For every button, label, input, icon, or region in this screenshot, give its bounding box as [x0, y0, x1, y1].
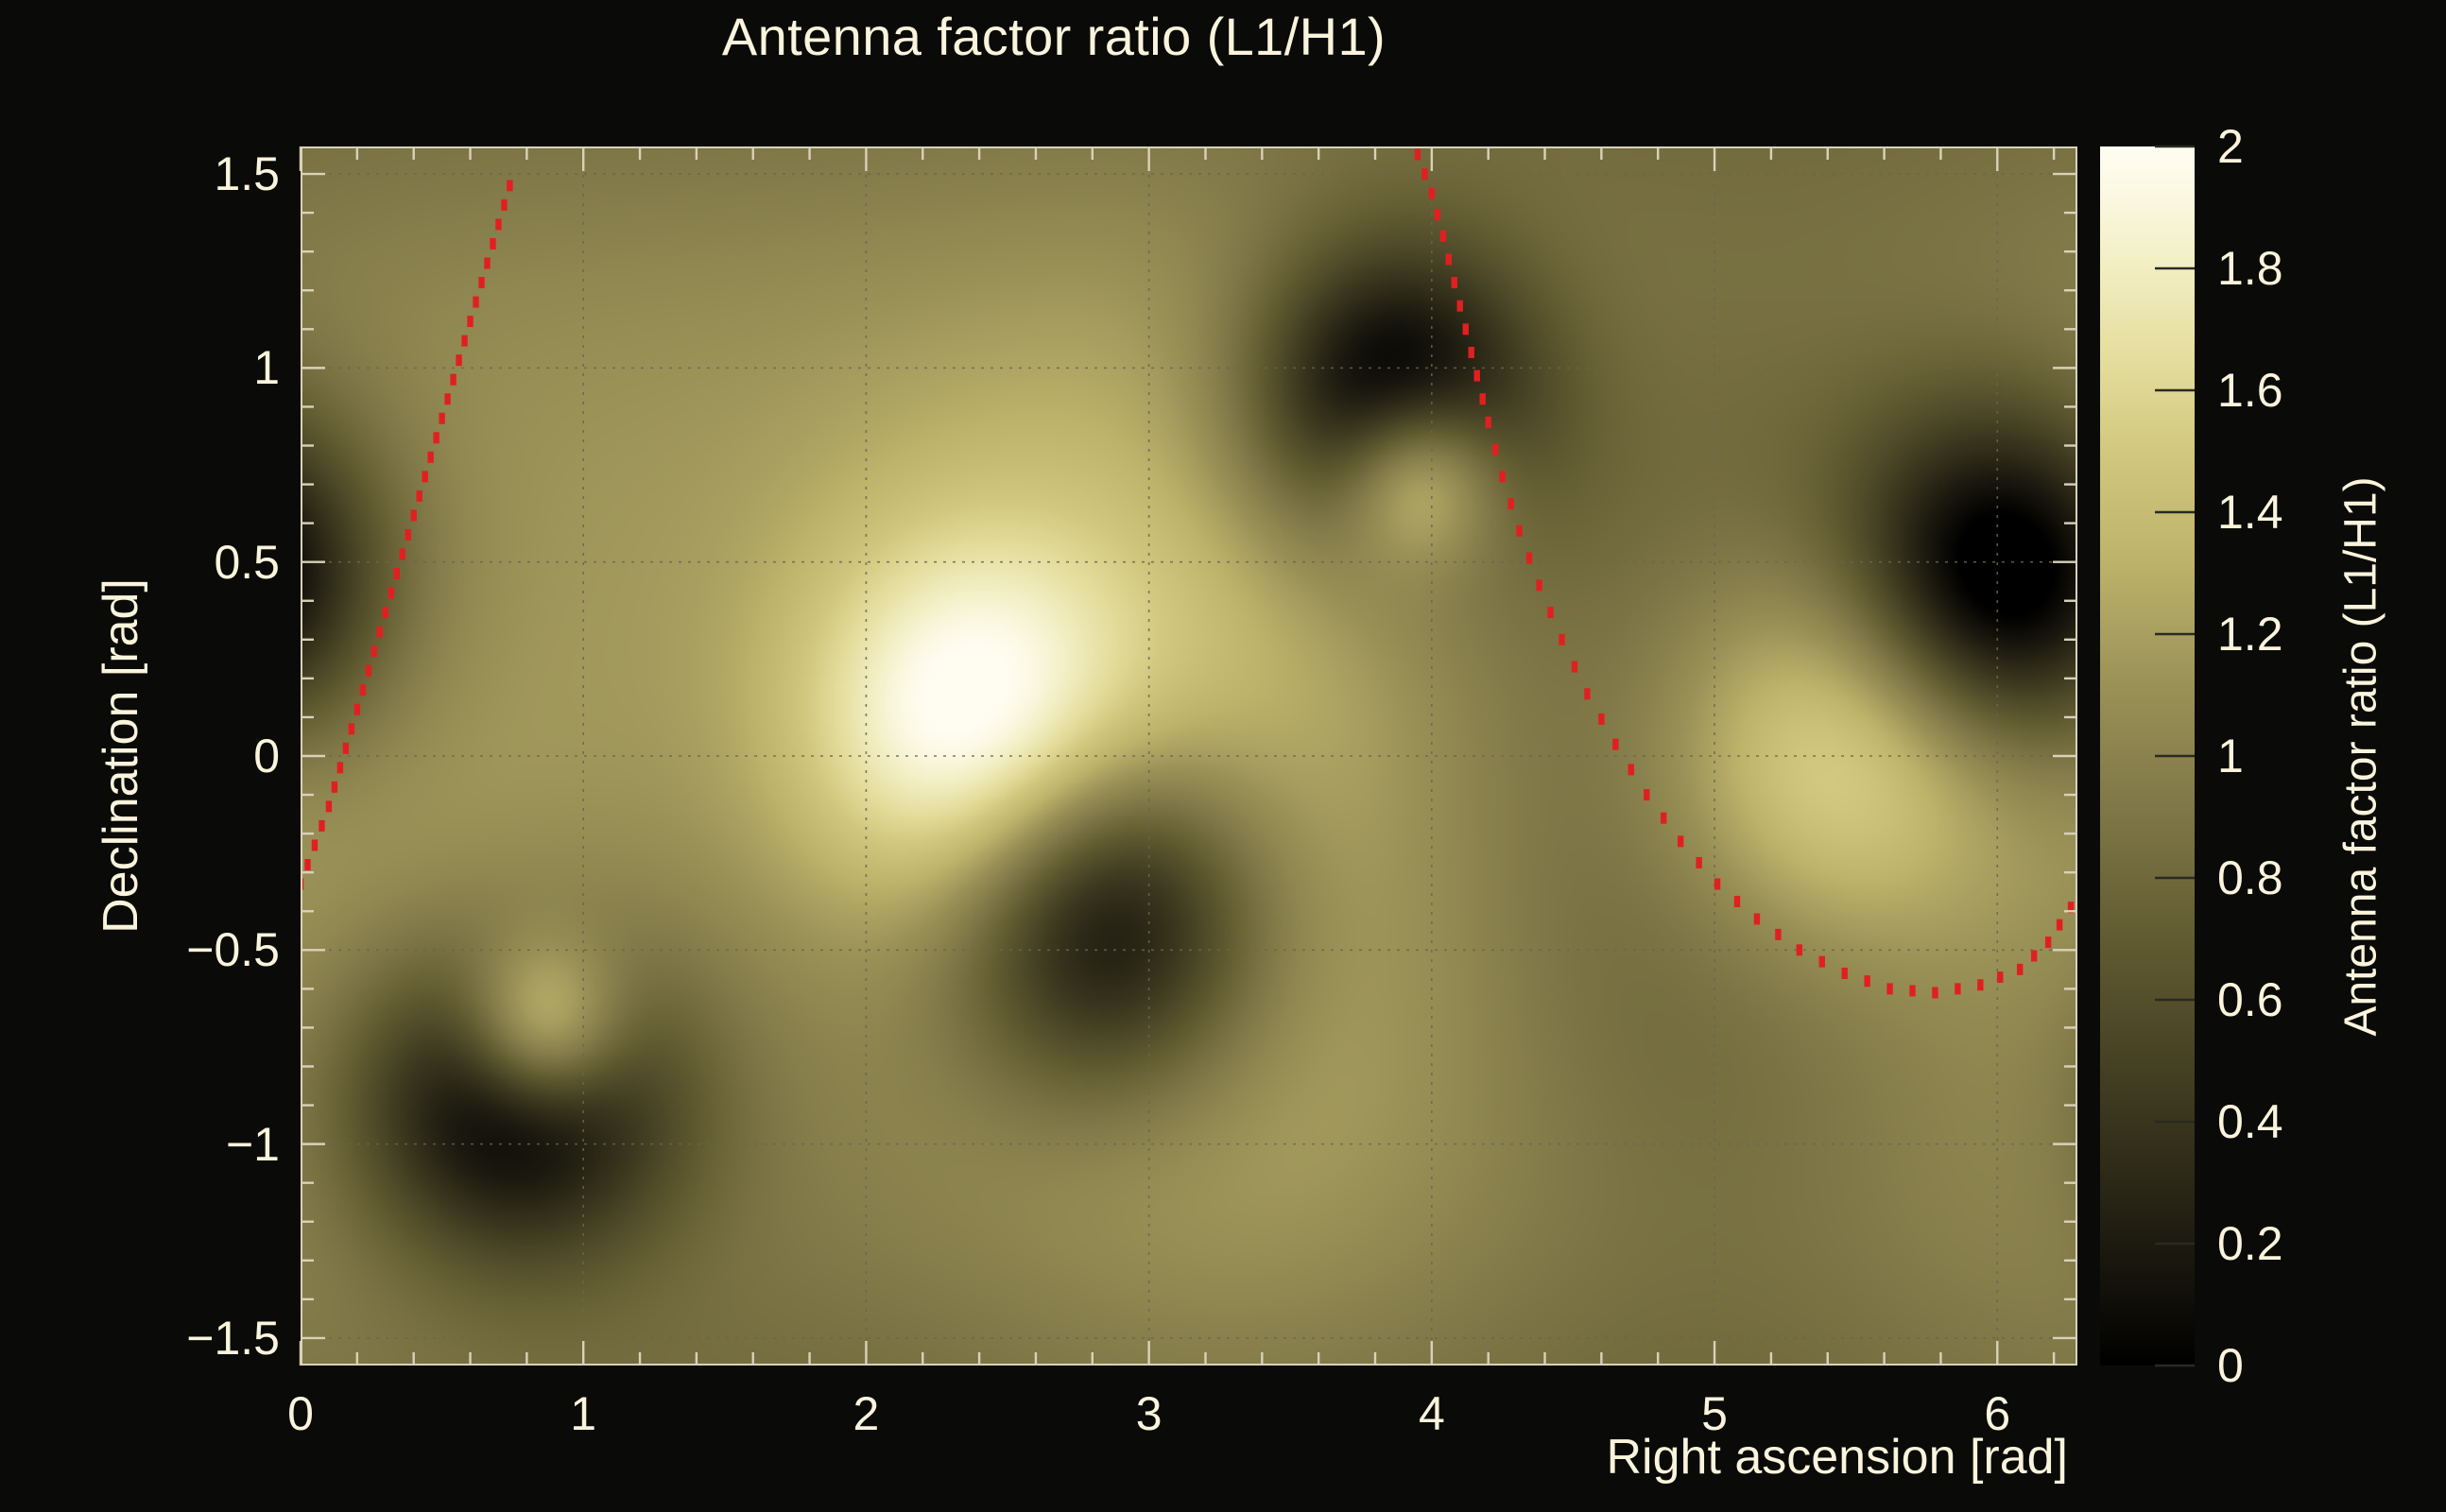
colorbar-tick-label: 1: [2217, 730, 2244, 782]
colorbar-title-text: Antenna factor ratio (L1/H1): [2335, 475, 2386, 1037]
colorbar-tick-label: 1.8: [2217, 242, 2283, 295]
colorbar-tick-label: 1.4: [2217, 486, 2283, 539]
x-tick-label: 1: [570, 1387, 597, 1440]
x-axis-title: Right ascension [rad]: [1606, 1430, 2069, 1485]
x-tick-label: 5: [1701, 1387, 1728, 1440]
plot-area: [301, 146, 2077, 1366]
colorbar-tick-label: 0.4: [2217, 1095, 2283, 1148]
y-tick-label: −0.5: [186, 923, 280, 977]
colorbar-tick-label: 2: [2217, 120, 2244, 173]
colorbar-tick-label: 0.8: [2217, 851, 2283, 904]
y-tick-label: 1: [253, 341, 280, 395]
colorbar-title: Antenna factor ratio (L1/H1): [2333, 146, 2389, 1366]
x-tick-label: 2: [853, 1387, 880, 1440]
colorbar-tick-label: 0: [2217, 1339, 2244, 1392]
colorbar-tick-label: 0.6: [2217, 973, 2283, 1026]
y-tick-label: 1.5: [214, 147, 280, 201]
x-tick-label: 3: [1135, 1387, 1163, 1440]
page-title: Antenna factor ratio (L1/H1): [721, 7, 1387, 66]
y-tick-label: −1.5: [186, 1311, 280, 1365]
heatmap-image: [301, 146, 2077, 1366]
x-tick-label: 6: [1984, 1387, 2011, 1440]
y-tick-label: −1: [225, 1117, 280, 1171]
colorbar-tick-label: 0.2: [2217, 1217, 2283, 1270]
colorbar-tick-label: 1.6: [2217, 364, 2283, 417]
heatmap-canvas: [301, 146, 2077, 1366]
y-tick-label: 0.5: [214, 535, 280, 589]
colorbar-canvas: [2100, 146, 2195, 1366]
y-axis-title-text: Declination [rad]: [94, 578, 149, 934]
colorbar: [2100, 146, 2195, 1366]
x-tick-label: 4: [1418, 1387, 1445, 1440]
y-tick-label: 0: [253, 730, 280, 782]
x-tick-label: 0: [287, 1387, 314, 1440]
y-axis-title: Declination [rad]: [93, 146, 149, 1366]
colorbar-tick-label: 1.2: [2217, 608, 2283, 661]
